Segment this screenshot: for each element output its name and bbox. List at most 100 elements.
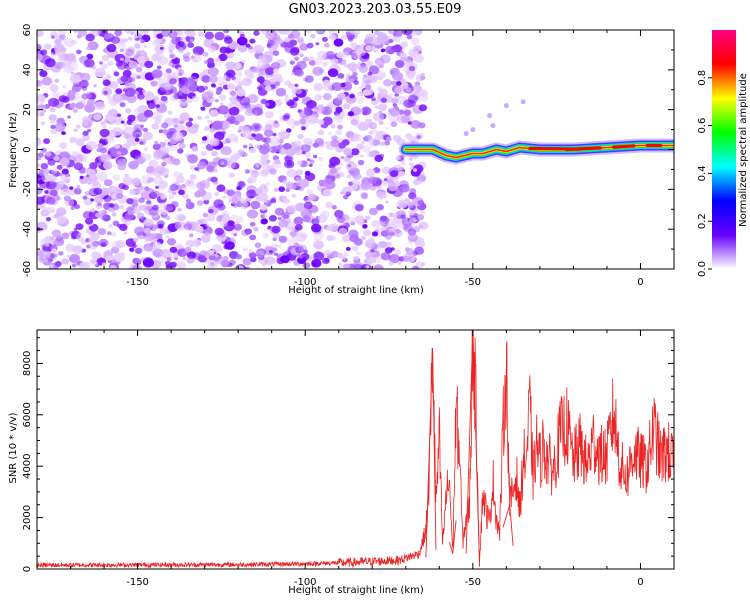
noise-blob [169, 78, 177, 85]
scatter-point [487, 113, 493, 119]
noise-blob [385, 136, 392, 142]
noise-blob [234, 77, 242, 84]
noise-blob [72, 108, 78, 113]
noise-blob [150, 190, 160, 198]
noise-blob [245, 43, 251, 48]
scatter-point [463, 131, 469, 137]
noise-blob [101, 262, 107, 267]
noise-blob [39, 70, 48, 78]
noise-blob [133, 130, 137, 134]
noise-blob [50, 129, 57, 135]
noise-blob [338, 227, 348, 236]
noise-blob [87, 128, 92, 133]
noise-blob [339, 191, 345, 195]
noise-blob [277, 216, 282, 221]
noise-blob [82, 130, 89, 136]
noise-blob [86, 93, 93, 99]
noise-blob [175, 91, 183, 97]
noise-blob [399, 183, 410, 193]
noise-blob [196, 200, 204, 206]
noise-blob [184, 246, 192, 253]
noise-blob [350, 119, 359, 126]
noise-blob [116, 193, 124, 199]
noise-blob [148, 159, 159, 168]
noise-blob [56, 164, 63, 170]
noise-blob [339, 265, 344, 269]
noise-blob [206, 213, 216, 222]
noise-blob [321, 36, 328, 42]
noise-blob [228, 106, 240, 116]
noise-blob [178, 189, 185, 196]
noise-blob [160, 46, 164, 50]
noise-blob [374, 105, 379, 110]
noise-blob [75, 138, 84, 146]
noise-blob [218, 94, 227, 101]
noise-blob [293, 216, 304, 225]
noise-blob [323, 93, 332, 101]
noise-blob [271, 247, 278, 253]
noise-blob [187, 153, 198, 163]
noise-blob [362, 224, 368, 229]
noise-blob [157, 223, 164, 229]
noise-blob [361, 140, 365, 145]
noise-blob [106, 60, 114, 67]
noise-blob [393, 135, 402, 142]
noise-blob [174, 221, 186, 231]
noise-blob [129, 57, 134, 61]
noise-blob [263, 198, 269, 203]
noise-blob [118, 183, 126, 190]
noise-blob [290, 30, 301, 39]
noise-blob [102, 79, 111, 86]
noise-blob [194, 167, 199, 171]
spectrogram-signal-band [398, 99, 674, 165]
noise-blob [126, 95, 137, 104]
page-title: GN03.2023.203.03.55.E09 [288, 2, 462, 17]
noise-blob [152, 241, 162, 250]
noise-blob [40, 104, 47, 110]
noise-blob [189, 174, 197, 180]
noise-blob [82, 116, 90, 123]
noise-blob [333, 38, 344, 47]
noise-blob [354, 261, 359, 265]
noise-blob [186, 51, 191, 56]
noise-blob [272, 155, 279, 161]
noise-blob [63, 195, 72, 202]
noise-blob [347, 137, 354, 143]
noise-blob [257, 60, 267, 69]
noise-blob [81, 134, 91, 142]
noise-blob [371, 220, 381, 228]
noise-blob [323, 249, 332, 256]
noise-blob [113, 71, 120, 77]
noise-blob [350, 78, 355, 82]
noise-blob [133, 207, 142, 215]
noise-blob [400, 214, 406, 219]
noise-blob [259, 169, 269, 177]
noise-blob [169, 246, 178, 253]
noise-blob [276, 244, 282, 249]
noise-blob [373, 264, 384, 269]
noise-blob [304, 75, 314, 83]
noise-blob [155, 248, 160, 253]
noise-blob [49, 107, 56, 113]
noise-blob [278, 186, 286, 192]
noise-blob [188, 233, 194, 238]
noise-blob [261, 137, 268, 143]
noise-blob [352, 72, 358, 77]
noise-blob [417, 200, 425, 206]
noise-blob [315, 42, 320, 46]
noise-blob [152, 204, 159, 211]
noise-blob [280, 255, 290, 264]
noise-blob [246, 78, 252, 83]
noise-blob [298, 109, 310, 119]
noise-blob [289, 60, 295, 65]
noise-blob [265, 31, 275, 40]
noise-blob [279, 30, 291, 35]
colorbar-tick-label: 0.6 [697, 118, 708, 134]
noise-blob [341, 222, 346, 227]
noise-blob [76, 34, 82, 39]
noise-blob [249, 38, 256, 44]
noise-blob [237, 149, 245, 156]
noise-blob [169, 184, 179, 192]
noise-blob [192, 46, 204, 56]
noise-blob [146, 165, 155, 173]
